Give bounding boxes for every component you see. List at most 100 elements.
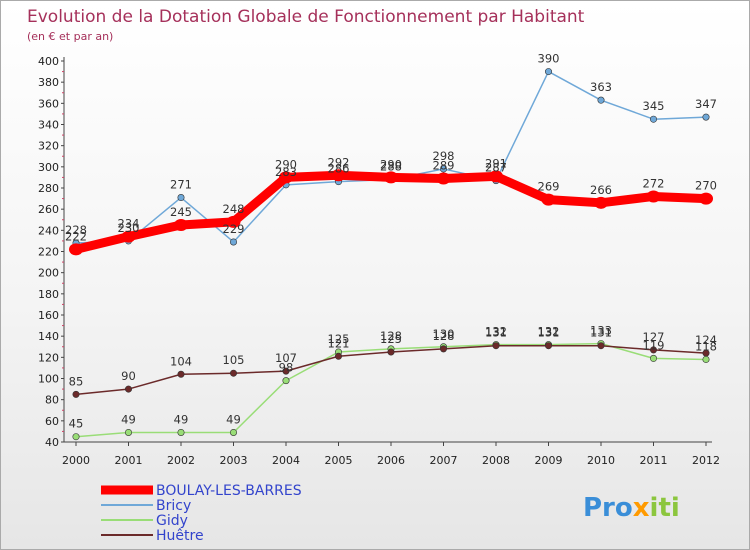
data-point <box>702 355 710 363</box>
data-point <box>541 193 556 206</box>
y-tick-label: 260 <box>38 203 59 216</box>
data-point <box>282 367 290 375</box>
data-label: 291 <box>485 156 507 170</box>
x-tick-label: 2004 <box>272 454 300 467</box>
data-labels: 228 230 271 229 283 286 288 298 287 390 363 345 347 4… <box>65 52 717 431</box>
data-point <box>226 215 241 228</box>
data-point <box>439 345 447 353</box>
data-label: 390 <box>538 52 560 66</box>
data-label: 49 <box>121 412 136 426</box>
data-label: 290 <box>380 157 402 171</box>
data-point <box>125 385 133 393</box>
y-tick-label: 200 <box>38 267 59 280</box>
proxiti-logo: Proxiti <box>583 493 680 523</box>
y-tick-label: 380 <box>38 76 59 89</box>
logo-text-part2: x <box>633 493 650 523</box>
data-label: 85 <box>69 374 84 388</box>
data-point <box>702 113 710 121</box>
data-point <box>230 428 238 436</box>
data-point <box>69 243 83 256</box>
data-label: 363 <box>590 80 612 94</box>
x-tick-label: 2009 <box>535 454 563 467</box>
data-point <box>649 346 657 354</box>
y-tick-label: 220 <box>38 246 59 259</box>
data-point <box>125 428 133 436</box>
data-point <box>282 377 290 385</box>
data-point <box>230 369 238 377</box>
data-label: 283 <box>275 165 297 179</box>
data-label: 270 <box>695 179 717 193</box>
data-label: 49 <box>174 412 189 426</box>
data-point <box>544 68 552 76</box>
svg-text:Proxiti: Proxiti <box>583 493 680 523</box>
y-tick-label: 320 <box>38 140 59 153</box>
data-point <box>489 170 503 183</box>
data-label: 124 <box>695 333 717 347</box>
data-label: 118 <box>695 339 717 353</box>
data-point <box>279 171 293 184</box>
data-label: 132 <box>538 325 560 339</box>
data-point <box>649 115 657 123</box>
x-tick-label: 2010 <box>587 454 615 467</box>
data-label: 121 <box>328 336 350 350</box>
data-label: 245 <box>170 205 192 219</box>
data-label: 287 <box>485 161 507 175</box>
data-point <box>699 192 713 205</box>
data-point <box>492 342 500 350</box>
data-label: 248 <box>223 202 245 216</box>
x-tick-label: 2003 <box>220 454 248 467</box>
data-label: 104 <box>170 354 192 368</box>
data-label: 107 <box>275 351 297 365</box>
x-tick-label: 2002 <box>167 454 195 467</box>
legend-label: BOULAY-LES-BARRES <box>156 483 302 499</box>
data-label: 131 <box>485 326 507 340</box>
data-point <box>72 390 80 398</box>
data-point <box>646 190 661 203</box>
data-point <box>597 342 605 350</box>
data-label: 98 <box>279 361 294 375</box>
y-tick-label: 160 <box>38 309 59 322</box>
data-label: 234 <box>118 217 140 231</box>
chart-title: Evolution de la Dotation Globale de Fonc… <box>27 7 585 27</box>
y-tick-label: 100 <box>38 373 59 386</box>
data-label: 127 <box>643 330 665 344</box>
legend-label: Gidy <box>156 513 188 529</box>
data-point <box>439 165 447 173</box>
data-point <box>174 219 188 232</box>
x-tick-label: 2007 <box>430 454 458 467</box>
data-label: 269 <box>538 180 560 194</box>
x-tick-label: 2012 <box>692 454 720 467</box>
data-point <box>334 352 342 360</box>
legend-label: Huêtre <box>156 528 204 544</box>
data-point <box>177 428 185 436</box>
data-label: 298 <box>433 149 455 163</box>
data-point <box>649 354 657 362</box>
series-layer <box>69 68 713 441</box>
axes: 40 60 80 100 120 140 160 180 200 220 240 260 280 300 3… <box>38 55 720 467</box>
y-tick-label: 300 <box>38 161 59 174</box>
data-label: 128 <box>380 329 402 343</box>
data-point <box>594 196 608 209</box>
data-label: 230 <box>118 221 140 235</box>
data-label: 90 <box>121 369 136 383</box>
x-tick-label: 2011 <box>640 454 668 467</box>
data-label: 345 <box>643 99 665 113</box>
data-label: 125 <box>328 332 350 346</box>
data-label: 105 <box>223 353 245 367</box>
data-label: 49 <box>226 412 241 426</box>
data-label: 271 <box>170 178 192 192</box>
data-label: 130 <box>433 327 455 341</box>
y-tick-label: 40 <box>45 436 59 449</box>
data-label: 347 <box>695 97 717 111</box>
data-point <box>436 172 451 185</box>
data-label: 228 <box>65 223 87 237</box>
data-label: 131 <box>538 326 560 340</box>
data-label: 222 <box>65 229 87 243</box>
data-point <box>702 349 710 357</box>
data-label: 119 <box>643 338 665 352</box>
y-tick-label: 340 <box>38 119 59 132</box>
data-label: 272 <box>643 176 665 190</box>
x-tick-label: 2000 <box>62 454 90 467</box>
